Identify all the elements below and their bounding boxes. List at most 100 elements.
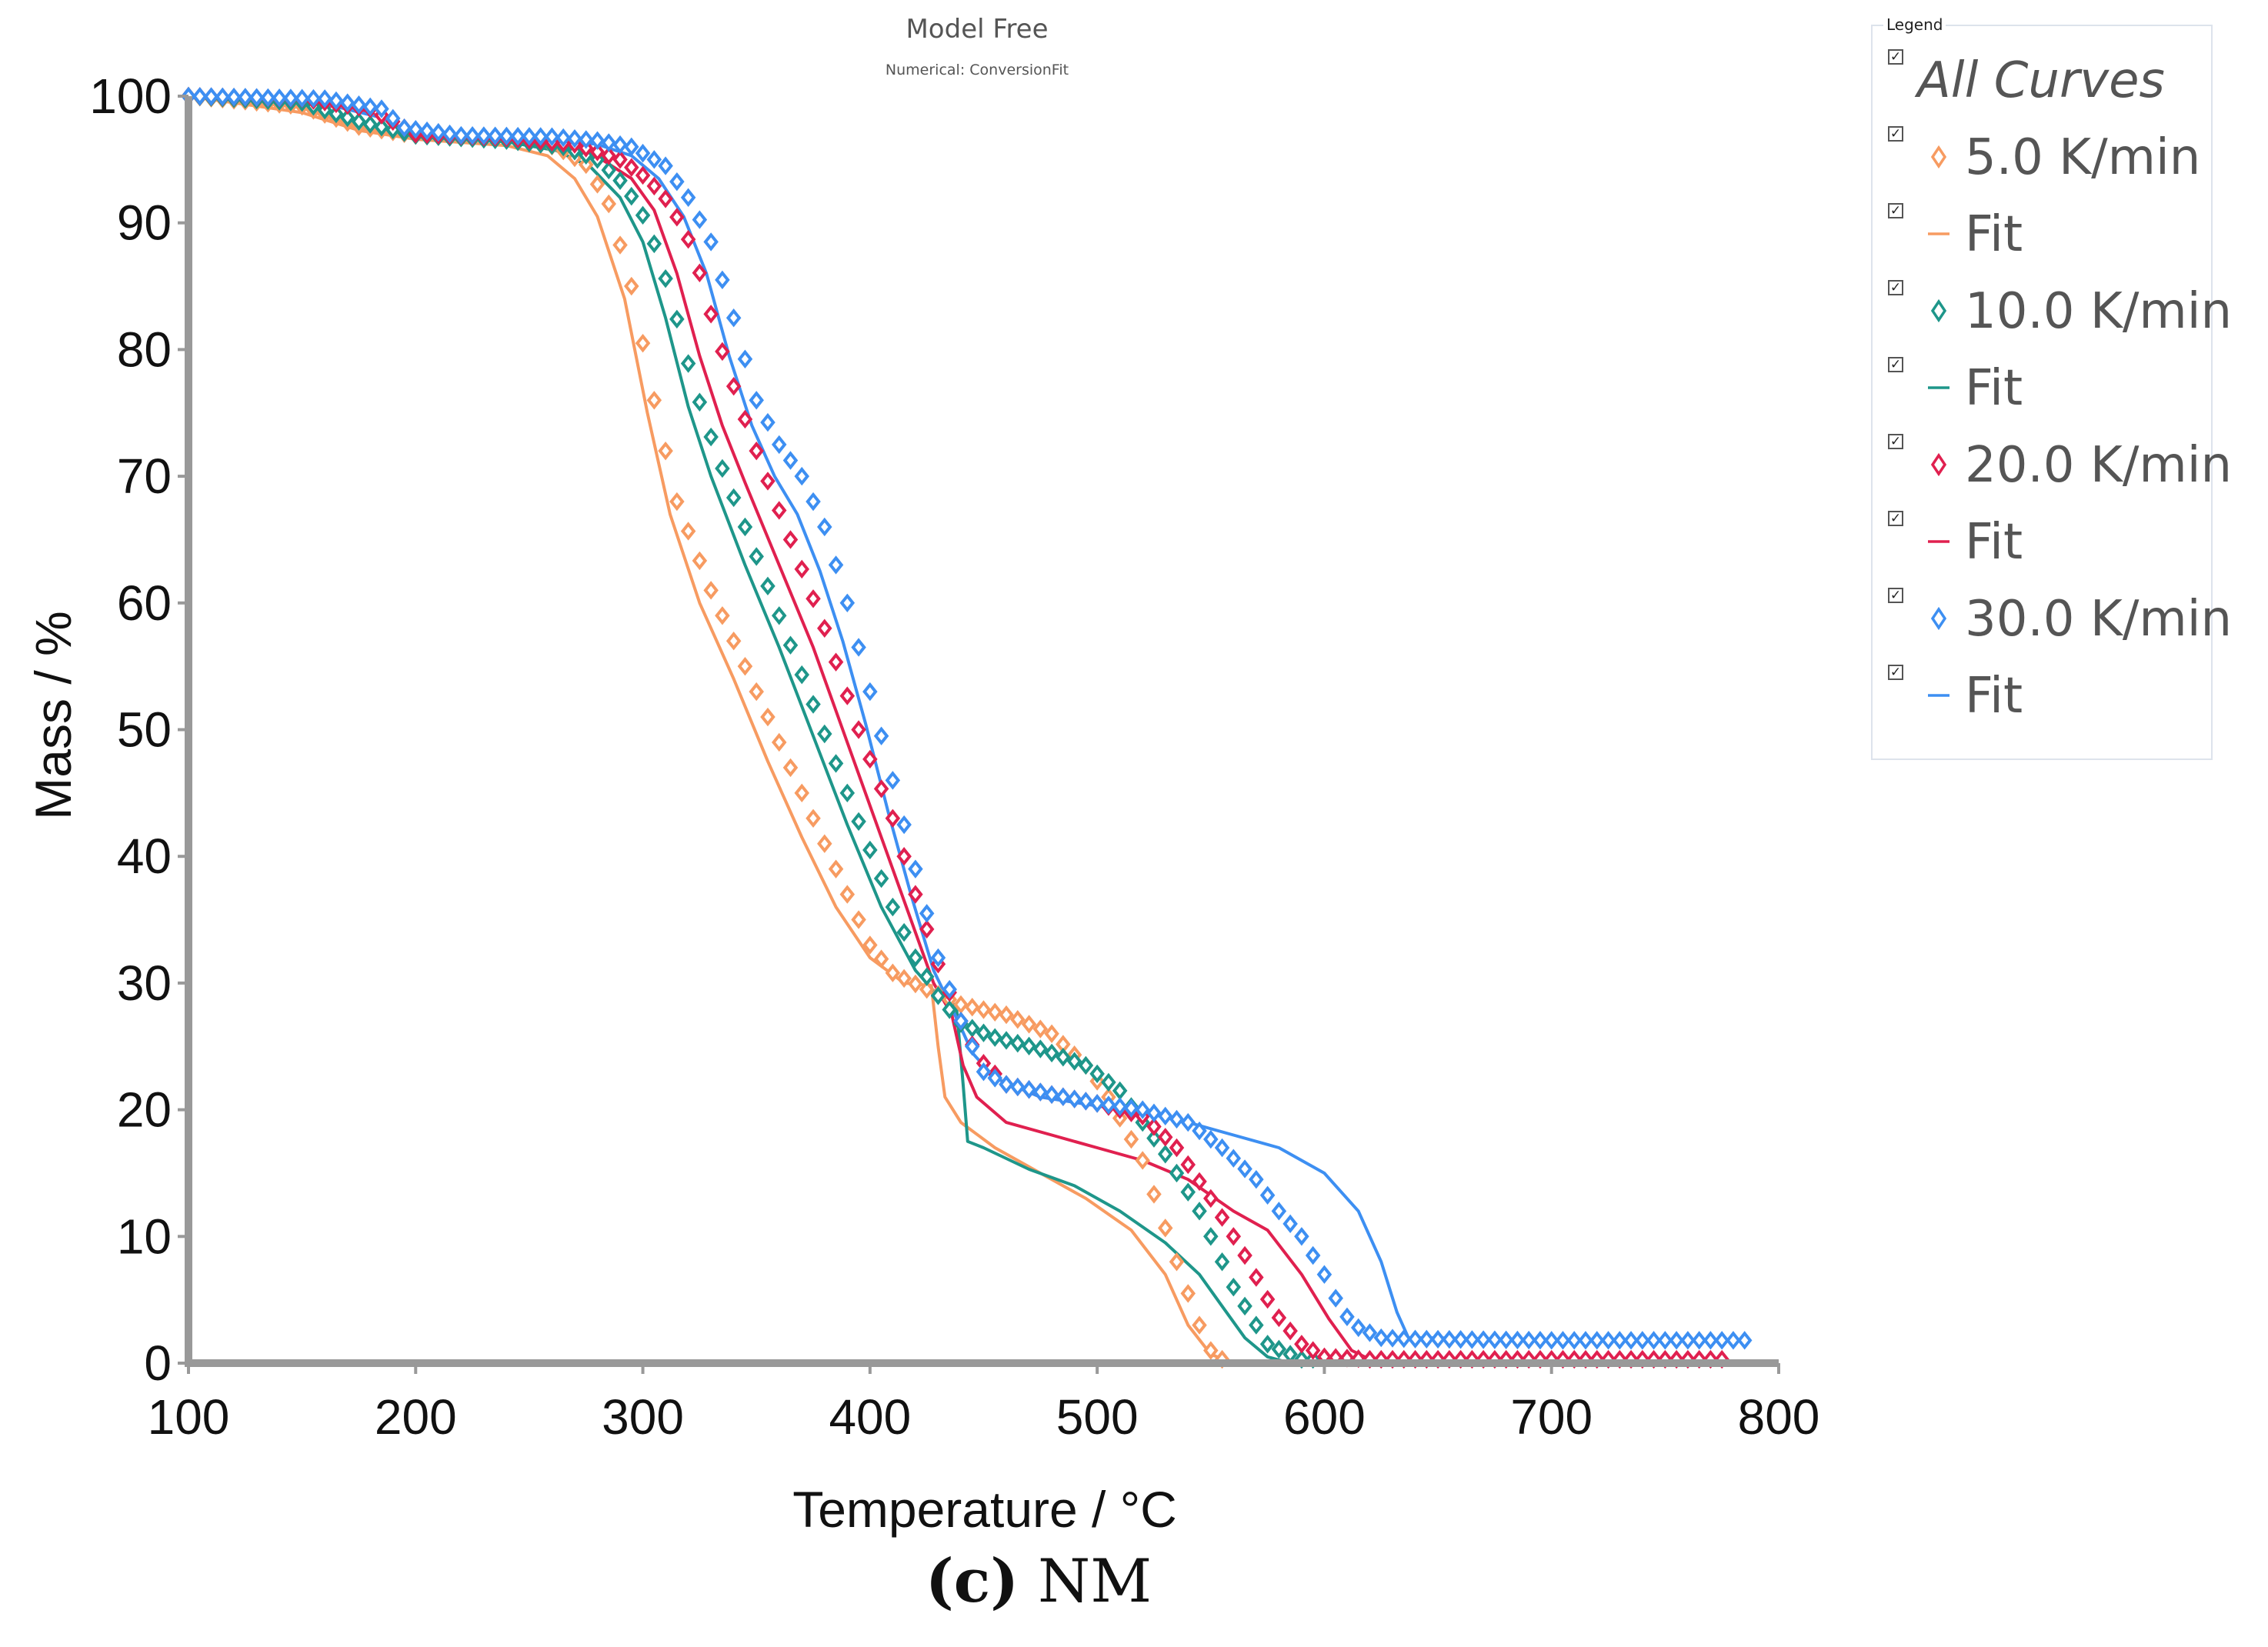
data-point: [692, 551, 708, 571]
data-point: [919, 967, 935, 986]
data-point: [1407, 1329, 1423, 1349]
data-point: [1157, 1106, 1173, 1126]
data-point: [908, 859, 923, 879]
data-point: [1249, 1268, 1264, 1287]
legend-checkbox[interactable]: ✓: [1888, 280, 1903, 295]
data-point: [1157, 1128, 1173, 1147]
data-point: [215, 87, 231, 107]
data-point: [1101, 1072, 1116, 1092]
data-point: [1056, 1087, 1071, 1106]
line-marker-icon: [1928, 232, 1949, 235]
data-point: [817, 724, 832, 744]
data-point: [737, 517, 753, 537]
data-point: [238, 88, 253, 107]
data-point: [680, 229, 696, 249]
legend-checkbox[interactable]: ✓: [1888, 434, 1903, 449]
data-point: [555, 128, 571, 148]
y-axis-label: Mass / %: [25, 611, 82, 819]
legend-checkbox[interactable]: ✓: [1888, 665, 1903, 680]
data-point: [1385, 1329, 1400, 1348]
data-point: [1180, 1112, 1196, 1132]
data-point: [601, 146, 617, 165]
diamond-marker-icon: [1930, 298, 1947, 323]
data-point: [964, 1037, 980, 1056]
data-point: [248, 88, 265, 107]
data-point: [624, 276, 639, 296]
data-point: [737, 409, 753, 429]
data-point: [612, 235, 628, 255]
series-1: [188, 95, 1325, 1365]
line-marker-icon: [1928, 540, 1949, 543]
legend-title: Legend: [1883, 15, 1946, 34]
data-point: [260, 88, 276, 108]
data-point: [1123, 1129, 1139, 1149]
data-point: [669, 309, 685, 329]
data-point: [1192, 1202, 1207, 1221]
data-point: [589, 131, 605, 150]
data-point: [715, 458, 730, 478]
data-point: [1339, 1307, 1355, 1326]
data-point: [1623, 1331, 1639, 1350]
data-point: [737, 349, 753, 368]
data-point: [976, 1023, 992, 1042]
data-point: [646, 150, 662, 169]
data-point: [1146, 1103, 1162, 1122]
legend-checkbox[interactable]: ✓: [1888, 49, 1903, 65]
data-point: [1180, 1155, 1196, 1175]
data-point: [1044, 1085, 1059, 1105]
data-point: [930, 986, 946, 1005]
legend-checkbox[interactable]: ✓: [1888, 511, 1903, 526]
data-point: [1010, 1033, 1026, 1053]
data-point: [589, 175, 605, 194]
data-point: [692, 392, 708, 412]
data-point: [487, 126, 503, 145]
data-point: [873, 949, 889, 969]
data-point: [1169, 1252, 1185, 1272]
x-axis-label: Temperature / °C: [792, 1481, 1177, 1538]
data-point: [680, 354, 696, 373]
data-point: [953, 995, 969, 1015]
fit-line: [188, 95, 1370, 1365]
data-point: [782, 635, 799, 655]
data-point: [1135, 1151, 1150, 1170]
data-point: [1294, 1227, 1309, 1246]
data-point: [919, 904, 935, 923]
data-point: [1169, 1163, 1185, 1183]
data-point: [725, 376, 742, 396]
data-point: [873, 869, 889, 889]
data-point: [987, 1069, 1003, 1088]
data-point: [749, 391, 764, 410]
data-point: [1680, 1331, 1696, 1350]
data-point: [1509, 1330, 1526, 1350]
data-point: [976, 1062, 992, 1082]
data-point: [839, 885, 856, 904]
data-point: [499, 126, 515, 146]
data-point: [1305, 1245, 1321, 1265]
y-tick-label: 20: [117, 1082, 172, 1138]
data-point: [896, 969, 912, 989]
data-point: [385, 108, 401, 128]
legend-checkbox[interactable]: ✓: [1888, 126, 1903, 142]
series-3: [188, 95, 1370, 1365]
series-7: [188, 95, 1745, 1342]
data-point: [725, 632, 742, 651]
legend-checkbox[interactable]: ✓: [1888, 588, 1903, 603]
data-point: [589, 142, 605, 162]
legend-label: All Curves: [1917, 52, 2165, 109]
data-point: [601, 160, 617, 180]
legend-checkbox[interactable]: ✓: [1888, 357, 1903, 372]
data-point: [1259, 1335, 1276, 1354]
data-point: [1237, 1245, 1252, 1265]
series-layer: [181, 86, 1753, 1369]
data-point: [760, 472, 775, 491]
legend-checkbox[interactable]: ✓: [1888, 203, 1903, 218]
data-point: [601, 133, 617, 152]
series-2: [181, 86, 1321, 1369]
data-point: [1032, 1082, 1049, 1102]
data-point: [1226, 1227, 1242, 1246]
data-point: [374, 117, 389, 137]
data-point: [715, 270, 730, 290]
legend-label: 30.0 K/min: [1965, 591, 2233, 648]
data-point: [725, 488, 742, 508]
